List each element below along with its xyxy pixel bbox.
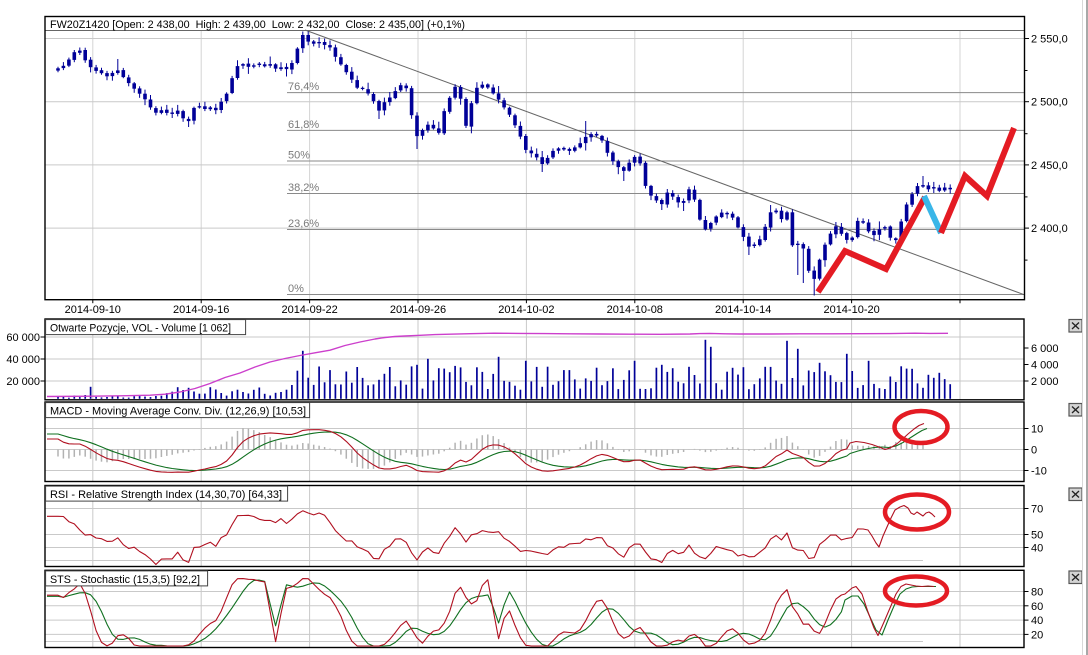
svg-text:76,4%: 76,4% [288, 81, 319, 93]
svg-text:Otwarte Pozycje, VOL - Volume: Otwarte Pozycje, VOL - Volume [1 062] [50, 323, 231, 335]
svg-text:STS - Stochastic (15,3,5) [92,: STS - Stochastic (15,3,5) [92,2] [50, 574, 200, 586]
svg-text:40: 40 [1031, 543, 1043, 555]
svg-text:23,6%: 23,6% [288, 218, 319, 230]
svg-text:2014-10-02: 2014-10-02 [498, 304, 554, 316]
svg-text:2014-10-14: 2014-10-14 [715, 304, 771, 316]
svg-text:MACD - Moving Average Conv. Di: MACD - Moving Average Conv. Div. (12,26,… [50, 406, 306, 418]
svg-text:80: 80 [1031, 587, 1043, 599]
svg-text:61,8%: 61,8% [288, 119, 319, 131]
svg-text:2 400,0: 2 400,0 [1031, 223, 1068, 235]
svg-text:60: 60 [1031, 601, 1043, 613]
svg-text:-10: -10 [1031, 466, 1047, 478]
svg-text:0%: 0% [288, 283, 304, 295]
svg-text:2014-10-08: 2014-10-08 [607, 304, 663, 316]
svg-text:2014-10-20: 2014-10-20 [823, 304, 879, 316]
svg-text:RSI - Relative Strength Index: RSI - Relative Strength Index (14,30,70)… [50, 489, 282, 501]
svg-text:20 000: 20 000 [6, 376, 40, 388]
svg-text:2 450,0: 2 450,0 [1031, 160, 1068, 172]
svg-text:6 000: 6 000 [1031, 343, 1059, 355]
svg-text:2 500,0: 2 500,0 [1031, 97, 1068, 109]
svg-text:2 550,0: 2 550,0 [1031, 34, 1068, 46]
svg-text:40: 40 [1031, 615, 1043, 627]
svg-text:2014-09-16: 2014-09-16 [173, 304, 229, 316]
svg-text:20: 20 [1031, 629, 1043, 641]
svg-text:38,2%: 38,2% [288, 182, 319, 194]
svg-text:2 000: 2 000 [1031, 376, 1059, 388]
svg-text:2014-09-22: 2014-09-22 [281, 304, 337, 316]
svg-text:40 000: 40 000 [6, 354, 40, 366]
svg-text:0: 0 [1031, 445, 1037, 457]
svg-text:2014-09-10: 2014-09-10 [65, 304, 121, 316]
svg-text:2014-09-26: 2014-09-26 [390, 304, 446, 316]
svg-text:60 000: 60 000 [6, 332, 40, 344]
svg-text:50: 50 [1031, 530, 1043, 542]
svg-text:10: 10 [1031, 424, 1043, 436]
svg-text:FW20Z1420 [Open: 2 438,00 Hig: FW20Z1420 [Open: 2 438,00 High: 2 439,00… [50, 19, 465, 31]
svg-text:70: 70 [1031, 504, 1043, 516]
svg-text:4 000: 4 000 [1031, 360, 1059, 372]
svg-text:50%: 50% [288, 150, 310, 162]
